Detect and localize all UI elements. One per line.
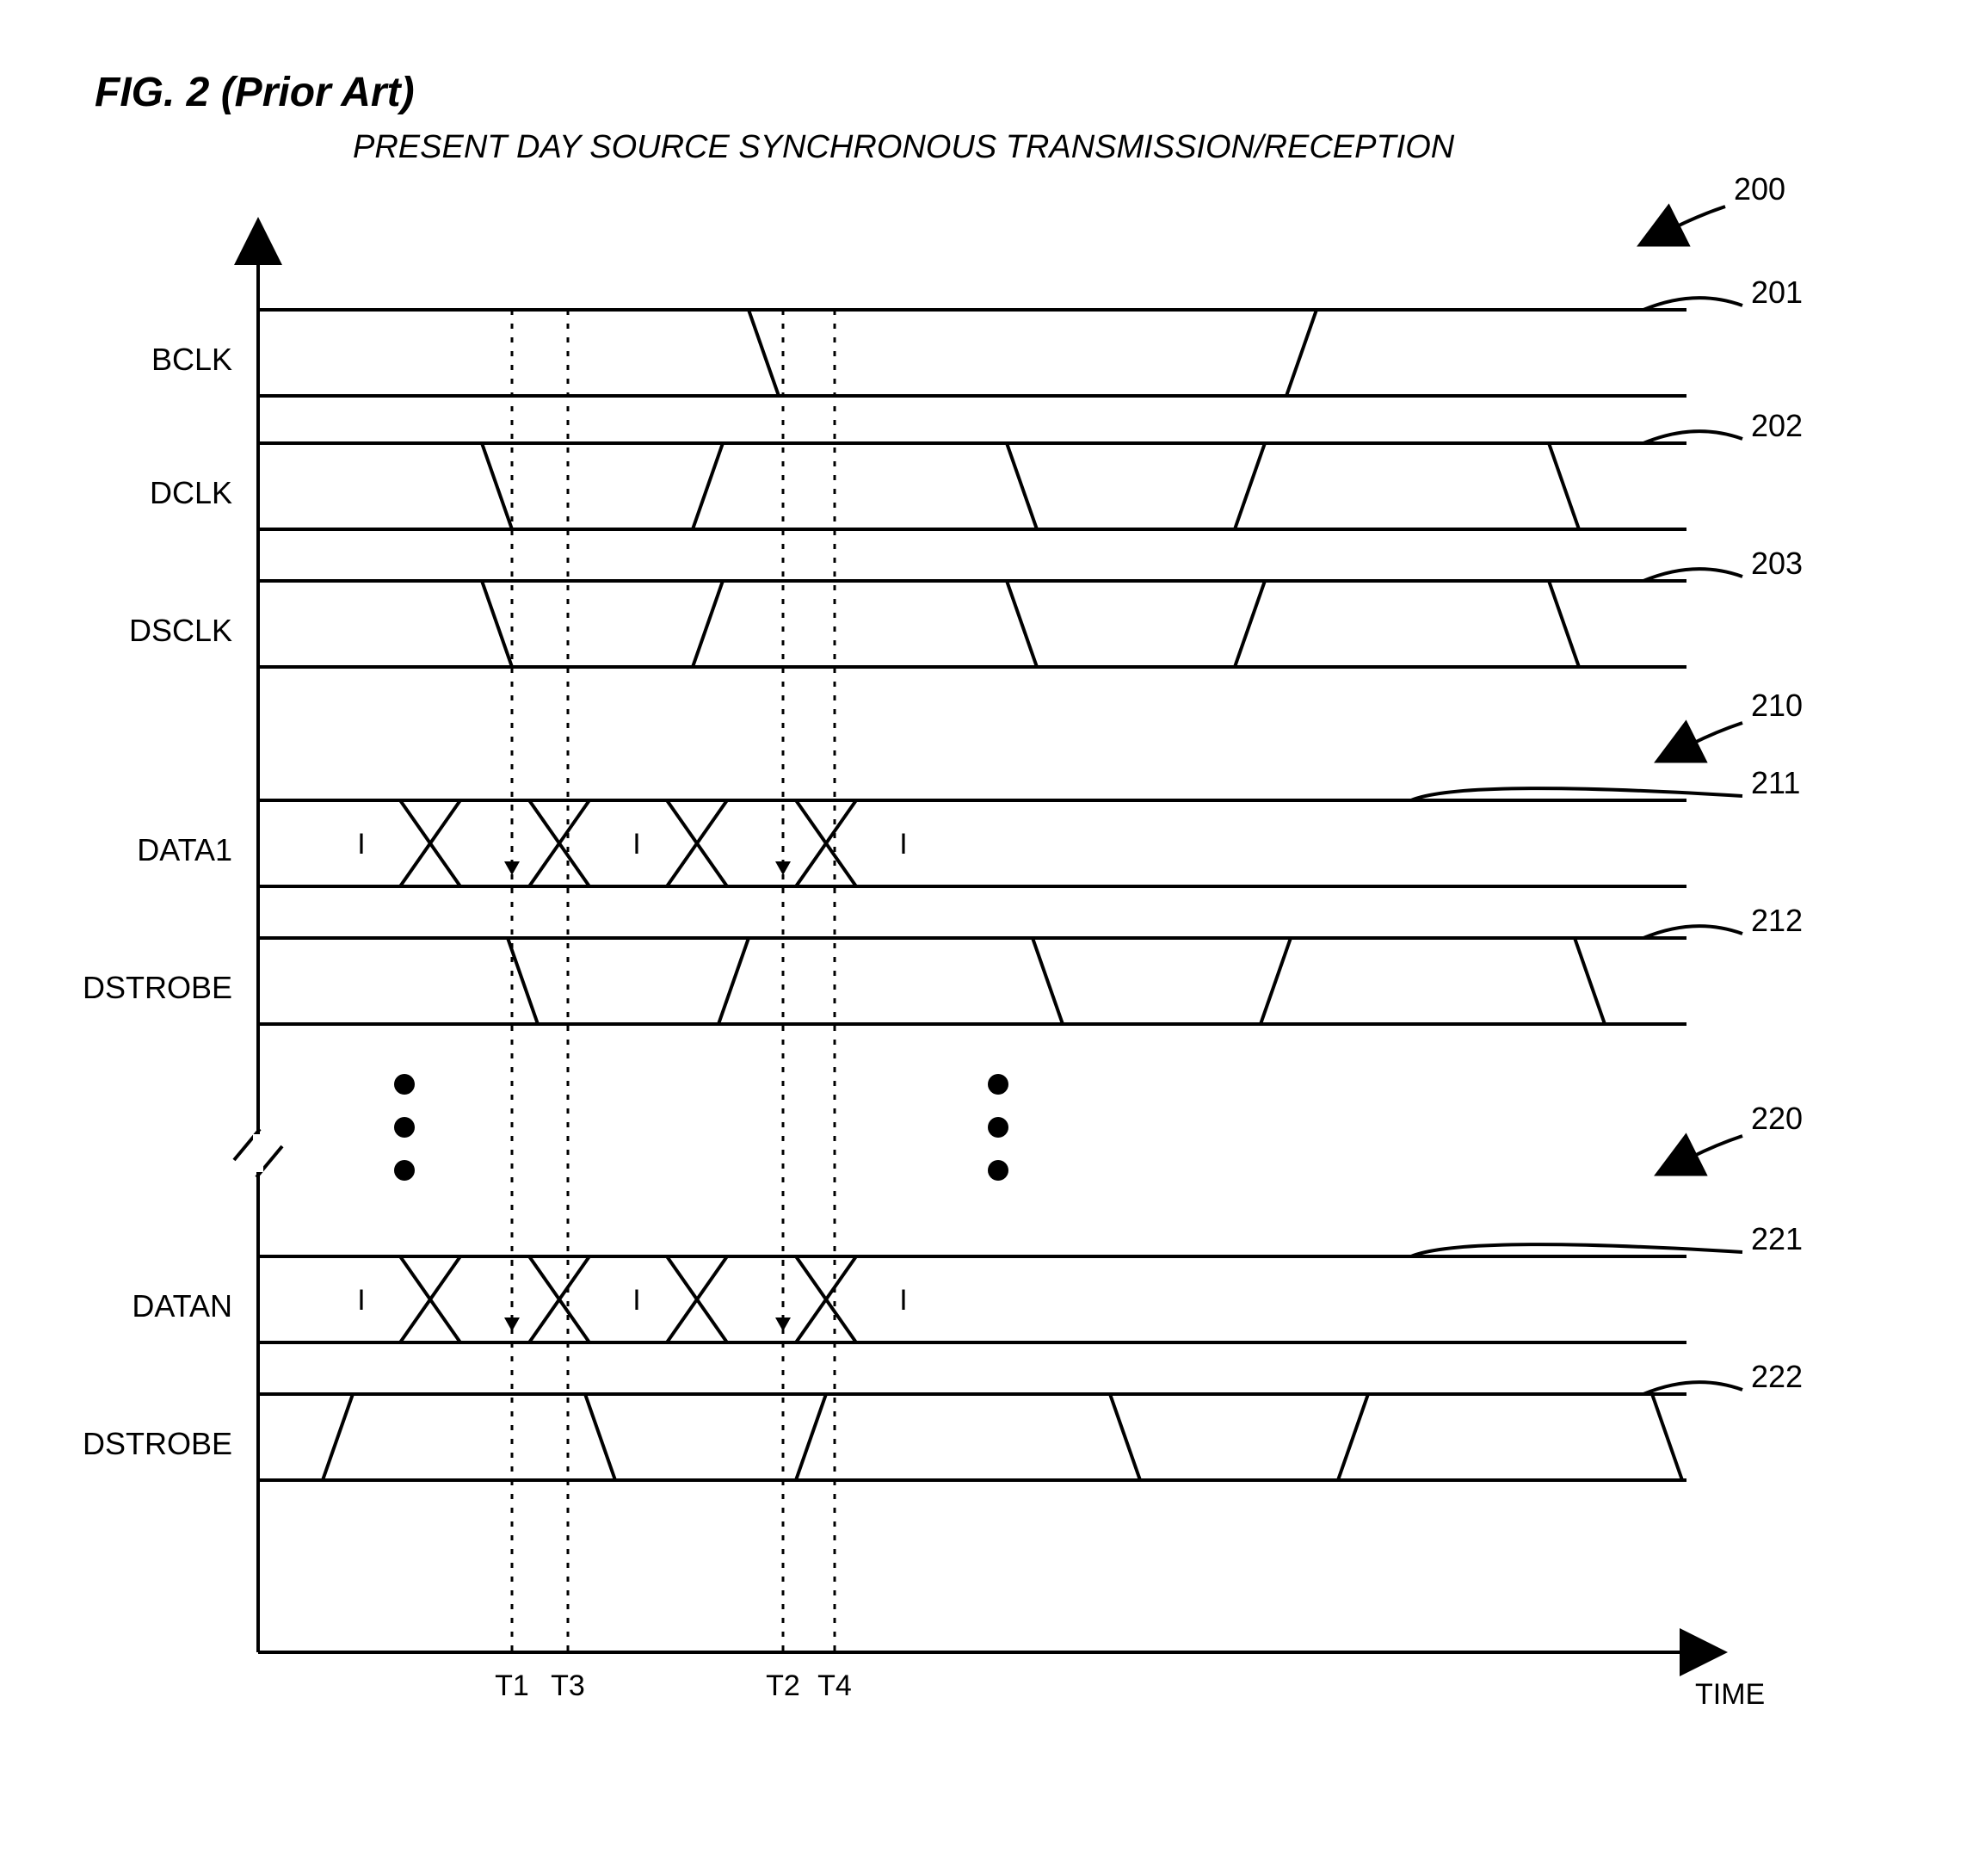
svg-text:T4: T4: [817, 1669, 852, 1702]
svg-text:212: 212: [1751, 903, 1803, 938]
svg-text:T1: T1: [495, 1669, 529, 1702]
svg-text:DSTROBE: DSTROBE: [83, 1426, 232, 1461]
svg-text:DSCLK: DSCLK: [129, 613, 232, 648]
svg-text:DATAN: DATAN: [132, 1288, 232, 1324]
svg-text:BCLK: BCLK: [151, 342, 232, 377]
svg-text:221: 221: [1751, 1221, 1803, 1256]
svg-text:I: I: [632, 1284, 640, 1317]
svg-text:I: I: [357, 828, 365, 861]
svg-text:I: I: [899, 828, 907, 861]
svg-text:I: I: [632, 828, 640, 861]
svg-text:TIME: TIME: [1695, 1678, 1765, 1711]
figure-container: FIG. 2 (Prior Art) PRESENT DAY SOURCE SY…: [34, 34, 1933, 1842]
svg-text:202: 202: [1751, 408, 1803, 443]
svg-text:DSTROBE: DSTROBE: [83, 970, 232, 1005]
svg-text:222: 222: [1751, 1359, 1803, 1394]
timing-diagram: TIME BCLK DCLK DSCLK DATA1 DSTROBE DATAN DSTROB…: [34, 34, 1933, 1842]
svg-text:203: 203: [1751, 546, 1803, 581]
svg-text:DCLK: DCLK: [150, 475, 232, 510]
svg-text:220: 220: [1751, 1101, 1803, 1136]
svg-text:T2: T2: [766, 1669, 800, 1702]
svg-text:200: 200: [1734, 171, 1785, 207]
svg-text:I: I: [899, 1284, 907, 1317]
svg-text:210: 210: [1751, 688, 1803, 723]
svg-text:201: 201: [1751, 275, 1803, 310]
svg-text:DATA1: DATA1: [137, 832, 232, 867]
svg-text:T3: T3: [551, 1669, 585, 1702]
svg-text:211: 211: [1751, 765, 1800, 800]
svg-text:I: I: [357, 1284, 365, 1317]
